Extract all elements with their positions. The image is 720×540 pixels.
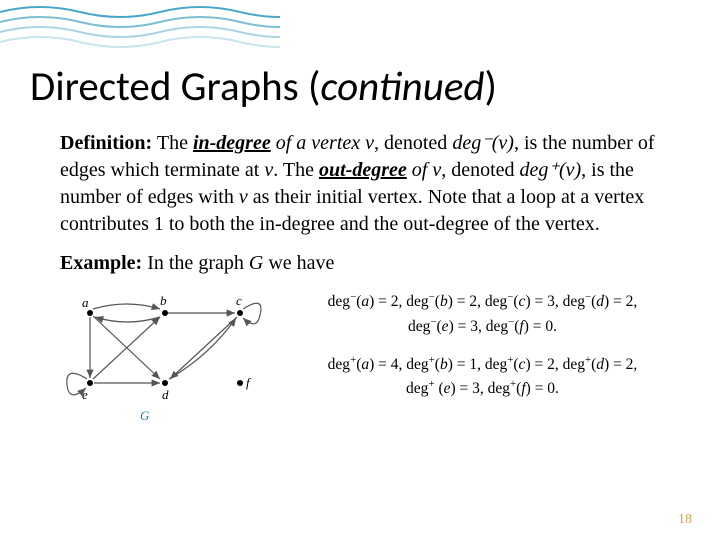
svg-text:e: e (82, 387, 88, 402)
ex-g: G (249, 252, 263, 274)
deg-plus-v: deg⁺(v) (520, 159, 582, 181)
deg-minus-v: deg⁻(v) (452, 132, 514, 154)
def-t3: , denoted (374, 132, 452, 154)
svg-text:f: f (246, 375, 252, 390)
def-t1: The (152, 132, 193, 154)
out-degree-line: deg+(a) = 4, deg+(b) = 1, deg+(c) = 2, d… (285, 352, 680, 401)
def-t6: of v (407, 159, 441, 181)
svg-text:b: b (160, 293, 167, 308)
outdegree-term: out-degree (319, 159, 407, 181)
definition-label: Definition: (60, 132, 152, 154)
def-t5: . The (273, 159, 319, 181)
example-intro: Example: In the graph G we have (60, 250, 680, 277)
svg-text:a: a (82, 295, 89, 310)
in-degree-line: deg−(a) = 2, deg−(b) = 2, deg−(c) = 3, d… (285, 289, 680, 338)
title-close: ) (485, 62, 497, 112)
def-t2: of a vertex v (271, 132, 374, 154)
title-italic: continued (320, 62, 484, 112)
page-number: 18 (678, 512, 692, 528)
def-v2: v (239, 186, 248, 208)
def-t7: , denoted (441, 159, 519, 181)
ex-t1: In the graph (142, 252, 249, 274)
definition-paragraph: Definition: The in-degree of a vertex v,… (60, 130, 680, 238)
example-section: a b c e d f G deg−(a) = 2, deg−(b) = 2, … (60, 285, 680, 430)
ex-t2: we have (263, 252, 334, 274)
wave-decoration (0, 0, 280, 60)
title-plain: Directed Graphs ( (30, 62, 320, 112)
degree-text-block: deg−(a) = 2, deg−(b) = 2, deg−(c) = 3, d… (285, 285, 680, 430)
graph-figure: a b c e d f G (60, 285, 270, 430)
graph-label-g: G (140, 408, 150, 423)
svg-text:d: d (162, 387, 169, 402)
example-label: Example: (60, 252, 142, 274)
indegree-term: in-degree (193, 132, 271, 154)
def-v1: v (264, 159, 273, 181)
body-content: Definition: The in-degree of a vertex v,… (0, 110, 720, 430)
svg-text:c: c (236, 293, 242, 308)
